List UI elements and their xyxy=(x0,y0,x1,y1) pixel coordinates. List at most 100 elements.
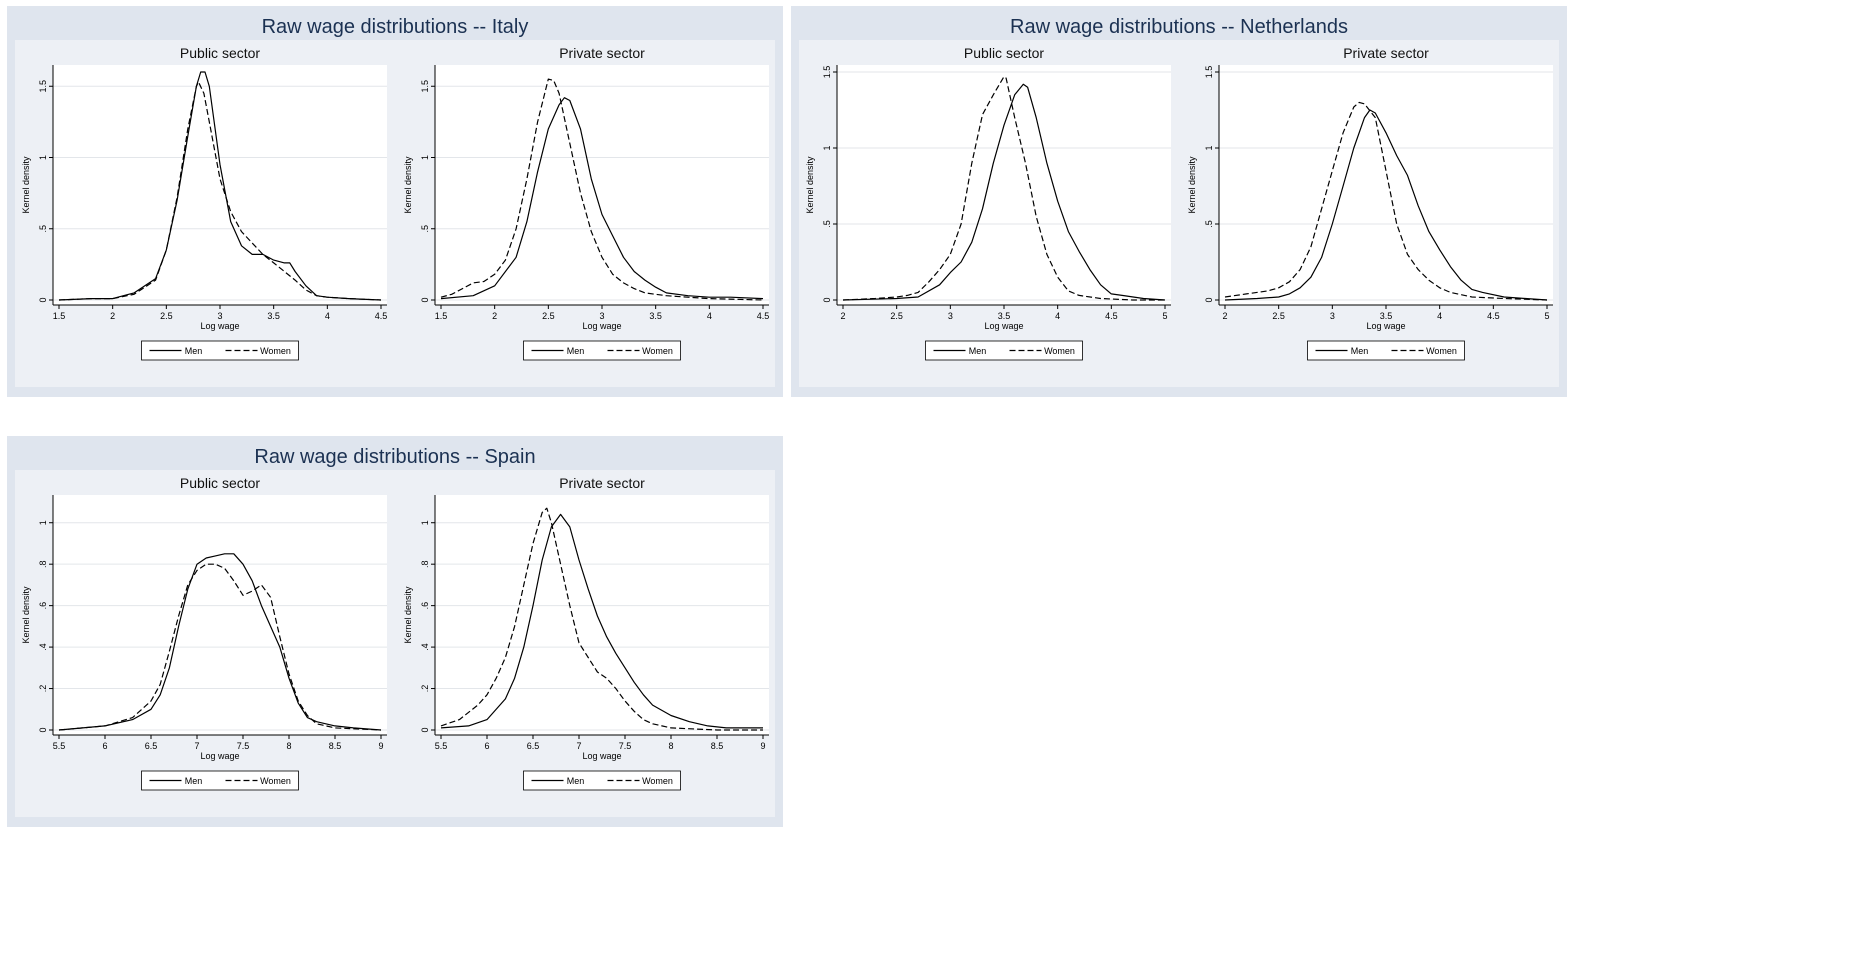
y-tick-label: .6 xyxy=(38,602,48,610)
legend-label-women: Women xyxy=(1044,346,1075,356)
y-tick-label: .2 xyxy=(38,685,48,693)
plot-area xyxy=(837,65,1171,305)
series-line-men xyxy=(58,553,382,731)
x-axis-label: Log wage xyxy=(1366,321,1405,331)
series-line-men xyxy=(440,97,764,300)
x-tick-label: 2 xyxy=(840,311,845,321)
legend-box xyxy=(141,770,299,791)
x-tick-label: 3 xyxy=(948,311,953,321)
x-tick-label: 5 xyxy=(1162,311,1167,321)
legend-label-men: Men xyxy=(185,346,203,356)
y-tick-label: .8 xyxy=(38,560,48,568)
y-tick-label: 1.5 xyxy=(420,80,430,93)
x-tick-label: 2.5 xyxy=(542,311,555,321)
series-line-women xyxy=(440,507,763,731)
panel-title: Raw wage distributions -- Netherlands xyxy=(1010,16,1348,38)
x-tick-label: 9 xyxy=(760,741,765,751)
chart-2-1: Private sector 0 .2 .4 .6 .8 1 5.5 6 6.5 7 7.5 8 8.5 9… xyxy=(403,475,769,791)
series-line-women xyxy=(440,78,764,301)
series-line-women xyxy=(58,81,382,301)
x-axis-label: Log wage xyxy=(984,321,1023,331)
chart-subtitle: Public sector xyxy=(180,475,260,491)
y-tick-label: .5 xyxy=(822,220,832,228)
y-tick-label: 1 xyxy=(38,520,48,525)
legend-box xyxy=(141,340,299,361)
x-tick-label: 4.5 xyxy=(1487,311,1500,321)
y-tick-label: 0 xyxy=(420,727,430,732)
legend-label-men: Men xyxy=(567,776,585,786)
x-axis-label: Log wage xyxy=(582,751,621,761)
x-tick-label: 3 xyxy=(217,311,222,321)
x-tick-label: 4.5 xyxy=(757,311,770,321)
legend-box xyxy=(523,340,681,361)
y-tick-label: 1.5 xyxy=(38,80,48,93)
x-tick-label: 4 xyxy=(1055,311,1060,321)
legend-label-men: Men xyxy=(185,776,203,786)
x-tick-label: 7 xyxy=(576,741,581,751)
chart-1-0: Public sector 0 .5 1 1.5 2 2.5 3 3.5 4 4.5 5 Log wag… xyxy=(805,45,1171,361)
x-tick-label: 2.5 xyxy=(160,311,173,321)
chart-2-0: Public sector 0 .2 .4 .6 .8 1 5.5 6 6.5 7 7.5 8 8.5 9 L… xyxy=(21,475,387,791)
x-tick-label: 2 xyxy=(110,311,115,321)
chart-0-1: Private sector 0 .5 1 1.5 1.5 2 2.5 3 3.5 4 4.5 Log … xyxy=(403,45,770,361)
y-tick-label: 0 xyxy=(822,297,832,302)
panel-title: Raw wage distributions -- Italy xyxy=(261,16,529,38)
x-tick-label: 2.5 xyxy=(1272,311,1285,321)
legend-label-women: Women xyxy=(642,776,673,786)
x-axis-label: Log wage xyxy=(200,751,239,761)
legend-label-women: Women xyxy=(1426,346,1457,356)
x-tick-label: 9 xyxy=(378,741,383,751)
legend-box xyxy=(1307,340,1465,361)
legend-box xyxy=(925,340,1083,361)
chart-subtitle: Public sector xyxy=(964,45,1044,61)
x-tick-label: 2 xyxy=(492,311,497,321)
panel-title: Raw wage distributions -- Spain xyxy=(254,446,536,468)
y-tick-label: .2 xyxy=(420,685,430,693)
y-tick-label: .5 xyxy=(38,225,48,233)
y-tick-label: 1.5 xyxy=(1204,66,1214,79)
legend-label-men: Men xyxy=(567,346,585,356)
y-tick-label: .5 xyxy=(420,225,430,233)
series-line-women xyxy=(1224,101,1548,301)
y-axis-label: Kernel density xyxy=(21,156,31,214)
x-tick-label: 1.5 xyxy=(435,311,448,321)
y-tick-label: 0 xyxy=(1204,297,1214,302)
y-tick-label: 1 xyxy=(1204,145,1214,150)
y-tick-label: .8 xyxy=(420,560,430,568)
x-tick-label: 7 xyxy=(194,741,199,751)
y-tick-label: 1 xyxy=(420,155,430,160)
x-tick-label: 2.5 xyxy=(890,311,903,321)
x-tick-label: 4 xyxy=(707,311,712,321)
legend-label-women: Women xyxy=(642,346,673,356)
x-tick-label: 6.5 xyxy=(145,741,158,751)
y-tick-label: 0 xyxy=(38,727,48,732)
chart-subtitle: Private sector xyxy=(1343,45,1429,61)
x-tick-label: 6 xyxy=(102,741,107,751)
x-tick-label: 6.5 xyxy=(527,741,540,751)
x-tick-label: 4.5 xyxy=(375,311,388,321)
y-tick-label: .4 xyxy=(420,643,430,651)
x-tick-label: 8 xyxy=(286,741,291,751)
plot-area xyxy=(435,495,769,735)
x-tick-label: 6 xyxy=(484,741,489,751)
x-tick-label: 3 xyxy=(1330,311,1335,321)
y-tick-label: 1 xyxy=(420,520,430,525)
series-line-women xyxy=(842,76,1165,301)
series-line-men xyxy=(58,71,382,301)
series-line-men xyxy=(1224,109,1548,301)
x-tick-label: 8 xyxy=(668,741,673,751)
x-axis-label: Log wage xyxy=(200,321,239,331)
legend-label-men: Men xyxy=(1351,346,1369,356)
legend-label-women: Women xyxy=(260,776,291,786)
x-tick-label: 4.5 xyxy=(1105,311,1118,321)
chart-0-0: Public sector 0 .5 1 1.5 1.5 2 2.5 3 3.5 4 4.5 Log w… xyxy=(21,45,388,361)
x-tick-label: 3.5 xyxy=(998,311,1011,321)
chart-1-1: Private sector 0 .5 1 1.5 2 2.5 3 3.5 4 4.5 5 Log wa… xyxy=(1187,45,1553,361)
x-tick-label: 5 xyxy=(1544,311,1549,321)
x-tick-label: 3.5 xyxy=(267,311,280,321)
x-tick-label: 3.5 xyxy=(649,311,662,321)
x-tick-label: 2 xyxy=(1222,311,1227,321)
y-axis-label: Kernel density xyxy=(1187,156,1197,214)
x-tick-label: 7.5 xyxy=(237,741,250,751)
plot-area xyxy=(1219,65,1553,305)
